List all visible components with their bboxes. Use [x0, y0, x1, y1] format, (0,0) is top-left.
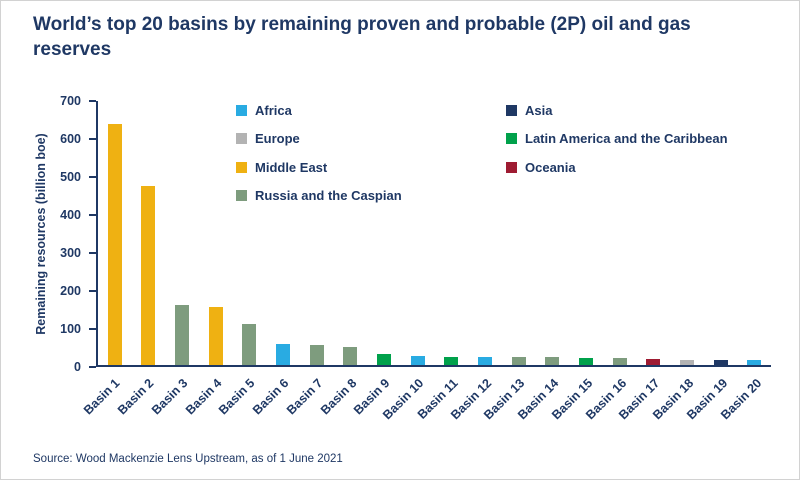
bar-basin-4 [208, 306, 223, 365]
legend-swatch-asia [506, 104, 517, 116]
legend-swatch-latin-america-and-the-caribbean [506, 133, 517, 145]
bar-slot-basin-6 [266, 101, 300, 365]
bar-slot-basin-17 [637, 101, 671, 365]
bar-slot-basin-20 [737, 101, 771, 365]
bar-slot-basin-14 [536, 101, 570, 365]
bar-basin-15 [579, 358, 594, 365]
bar-slot-basin-4 [199, 101, 233, 365]
legend-item-oceania: Oceania [506, 153, 728, 182]
chart-legend: Africa Europe Middle East Russia and the Ca… [236, 96, 728, 210]
y-tick-mark [89, 138, 96, 140]
legend-item-asia: Asia [506, 96, 728, 125]
y-tick-mark [89, 100, 96, 102]
bar-basin-1 [107, 123, 122, 365]
y-tick-mark [89, 366, 96, 368]
bar-slot-basin-16 [603, 101, 637, 365]
legend-swatch-oceania [506, 161, 517, 173]
bar-basin-7 [309, 345, 324, 365]
bar-slot-basin-13 [502, 101, 536, 365]
legend-item-middle-east: Middle East [236, 153, 506, 182]
bar-slot-basin-9 [367, 101, 401, 365]
bar-basin-2 [141, 185, 156, 365]
bar-basin-17 [646, 359, 661, 365]
bar-slot-basin-15 [569, 101, 603, 365]
bar-basin-14 [545, 357, 560, 365]
y-tick-label-600: 600 [60, 131, 81, 146]
legend-column-2: Asia Latin America and the Caribbean Ocean… [506, 96, 728, 210]
bar-basin-13 [511, 357, 526, 365]
bar-chart: 0 100 200 300 400 500 600 700 Basin 1 Basin 2 Bas… [60, 94, 771, 422]
bar-basin-19 [713, 359, 728, 365]
bar-basin-11 [444, 357, 459, 365]
legend-swatch-russia-and-the-caspian [236, 190, 247, 202]
legend-label-russia-and-the-caspian: Russia and the Caspian [255, 188, 402, 204]
source-note: Source: Wood Mackenzie Lens Upstream, as… [33, 453, 343, 465]
y-tick-label-0: 0 [74, 359, 81, 374]
bar-slot-basin-19 [704, 101, 738, 365]
bar-slot-basin-18 [670, 101, 704, 365]
bar-slot-basin-2 [132, 101, 166, 365]
bar-slot-basin-12 [468, 101, 502, 365]
legend-column-1: Africa Europe Middle East Russia and the Ca… [236, 96, 506, 210]
y-tick-mark [89, 214, 96, 217]
bar-slot-basin-7 [300, 101, 334, 365]
y-axis: 0 100 200 300 400 500 600 700 [38, 94, 96, 373]
y-tick-label-300: 300 [60, 245, 81, 260]
legend-label-middle-east: Middle East [255, 159, 328, 175]
legend-item-europe: Europe [236, 125, 506, 154]
legend-item-russia-and-the-caspian: Russia and the Caspian [236, 182, 506, 211]
y-tick-mark [89, 328, 96, 331]
bar-slot-basin-5 [233, 101, 267, 365]
y-tick-mark [89, 252, 96, 254]
y-tick-label-500: 500 [60, 169, 81, 184]
bar-basin-3 [175, 304, 190, 365]
bar-basin-5 [242, 323, 257, 365]
legend-swatch-europe [236, 133, 247, 145]
y-tick-label-700: 700 [60, 93, 81, 108]
plot-area [96, 101, 771, 367]
bar-basin-8 [343, 347, 358, 365]
legend-label-europe: Europe [255, 131, 300, 147]
bar-slot-basin-11 [435, 101, 469, 365]
chart-title: World’s top 20 basins by remaining prove… [33, 14, 691, 60]
y-tick-mark [89, 176, 96, 178]
bar-basin-16 [612, 358, 627, 365]
y-tick-label-400: 400 [60, 207, 81, 222]
x-axis-labels: Basin 1 Basin 2 Basin 3 Basin 4 Basin 5 Basin… [81, 367, 771, 431]
bar-basin-18 [679, 359, 694, 365]
bar-slot-basin-10 [401, 101, 435, 365]
legend-item-latin-america-and-the-caribbean: Latin America and the Caribbean [506, 125, 728, 154]
y-tick-label-200: 200 [60, 283, 81, 298]
bar-basin-12 [478, 357, 493, 365]
x-axis-label-basin-1: Basin 1 [81, 376, 123, 418]
bar-basin-20 [747, 360, 762, 365]
x-label-slot-basin-20: Basin 20 [718, 367, 771, 431]
legend-label-oceania: Oceania [525, 159, 576, 175]
legend-label-latin-america-and-the-caribbean: Latin America and the Caribbean [525, 131, 728, 147]
bar-slot-basin-1 [98, 101, 132, 365]
bar-slot-basin-8 [334, 101, 368, 365]
bar-basin-10 [410, 356, 425, 365]
legend-item-africa: Africa [236, 96, 506, 125]
y-tick-label-100: 100 [60, 321, 81, 336]
y-tick-mark [89, 290, 96, 293]
bar-basin-9 [377, 353, 392, 365]
bar-slot-basin-3 [165, 101, 199, 365]
legend-swatch-africa [236, 104, 247, 116]
legend-swatch-middle-east [236, 161, 247, 173]
legend-label-africa: Africa [255, 102, 292, 118]
legend-label-asia: Asia [525, 102, 553, 118]
bar-basin-6 [276, 343, 291, 365]
